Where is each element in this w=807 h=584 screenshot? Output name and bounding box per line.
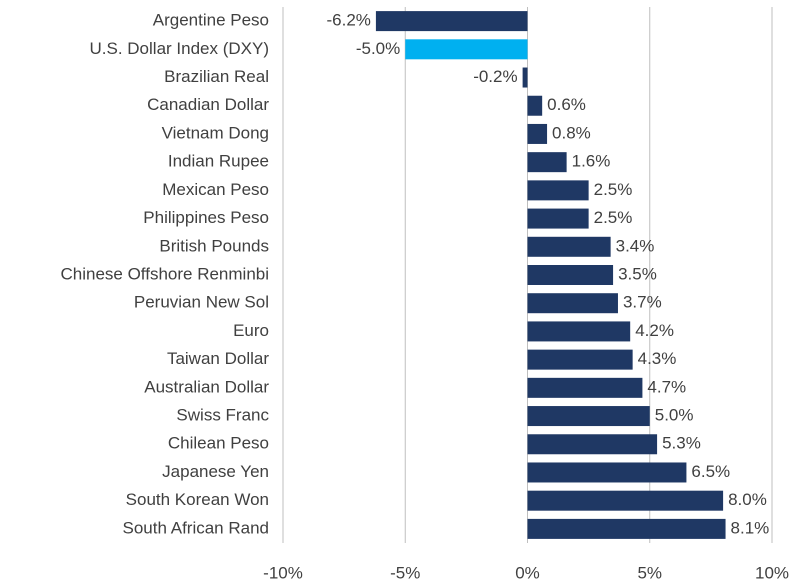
category-label: Indian Rupee	[168, 152, 269, 171]
bar	[527, 490, 724, 511]
category-label: Taiwan Dollar	[167, 349, 269, 368]
x-tick-label: 5%	[637, 563, 662, 582]
bar	[527, 321, 631, 342]
category-label: British Pounds	[159, 236, 269, 255]
value-label: 8.1%	[731, 518, 770, 537]
value-label: 5.3%	[662, 434, 701, 453]
bar	[527, 95, 543, 116]
x-tick-label: -10%	[263, 563, 303, 582]
value-label: 5.0%	[655, 406, 694, 425]
bar	[527, 152, 567, 173]
x-tick-label: 0%	[515, 563, 540, 582]
value-label: -6.2%	[326, 11, 370, 30]
value-label: 0.8%	[552, 123, 591, 142]
bar	[527, 293, 618, 314]
value-label: 4.7%	[647, 377, 686, 396]
value-label: -5.0%	[356, 39, 400, 58]
category-label: Euro	[233, 321, 269, 340]
category-label: Canadian Dollar	[147, 95, 269, 114]
category-label: Swiss Franc	[176, 406, 269, 425]
category-label: Peruvian New Sol	[134, 293, 269, 312]
category-label: Philippines Peso	[143, 208, 269, 227]
bar	[527, 349, 633, 370]
value-label: 3.5%	[618, 264, 657, 283]
value-label: 8.0%	[728, 490, 767, 509]
x-tick-label: -5%	[390, 563, 420, 582]
value-label: 3.4%	[616, 236, 655, 255]
category-label: South Korean Won	[126, 490, 269, 509]
category-label: Japanese Yen	[162, 462, 269, 481]
bar	[522, 67, 528, 88]
category-label: Australian Dollar	[144, 377, 269, 396]
value-label: 0.6%	[547, 95, 586, 114]
value-label: 4.2%	[635, 321, 674, 340]
value-label: 4.3%	[638, 349, 677, 368]
bar	[527, 406, 650, 427]
value-label: -0.2%	[473, 67, 517, 86]
value-label: 1.6%	[572, 152, 611, 171]
value-label: 2.5%	[594, 180, 633, 199]
bar	[527, 462, 687, 483]
category-label: Brazilian Real	[164, 67, 269, 86]
category-label: Chinese Offshore Renminbi	[60, 264, 269, 283]
category-label: Argentine Peso	[153, 11, 269, 30]
bar	[527, 208, 589, 229]
category-label: U.S. Dollar Index (DXY)	[90, 39, 270, 58]
value-label: 2.5%	[594, 208, 633, 227]
category-label: Mexican Peso	[162, 180, 269, 199]
value-label: 3.7%	[623, 293, 662, 312]
category-label: Vietnam Dong	[162, 123, 269, 142]
bar	[527, 236, 611, 257]
bar	[527, 180, 589, 201]
bar	[527, 518, 726, 539]
bar	[527, 434, 658, 455]
bar	[375, 11, 528, 32]
bar	[527, 123, 548, 144]
category-label: South African Rand	[123, 518, 269, 537]
bar	[527, 265, 614, 285]
category-label: Chilean Peso	[168, 434, 269, 453]
bar	[527, 377, 643, 398]
value-label: 6.5%	[691, 462, 730, 481]
bar	[405, 39, 528, 60]
x-tick-label: 10%	[755, 563, 789, 582]
